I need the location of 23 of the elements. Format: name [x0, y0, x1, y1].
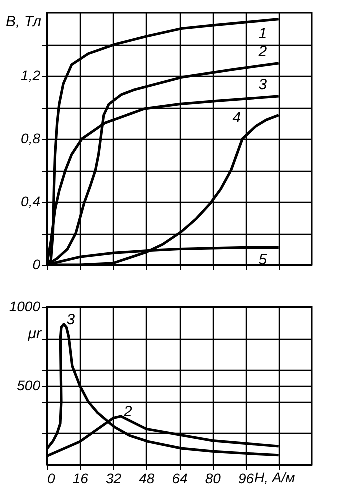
y-tick-label: 0,4 — [21, 194, 41, 210]
x-axis-title: Н, А/м — [254, 470, 296, 486]
y-tick-label: 1,2 — [21, 68, 41, 84]
y-tick-label: 0,8 — [21, 130, 41, 146]
series-label: 2 — [122, 403, 133, 420]
series-label: 3 — [258, 76, 268, 94]
x-tick-label: 96 — [238, 470, 254, 486]
series-label: 4 — [232, 109, 242, 126]
x-tick-label: 16 — [72, 470, 89, 486]
x-tick-label: 0 — [48, 470, 56, 486]
series-label: 1 — [258, 25, 268, 42]
series-label: 3 — [66, 311, 76, 328]
x-tick-label: 48 — [139, 470, 155, 486]
y-tick-label: 0 — [32, 256, 41, 272]
x-tick-label: 32 — [106, 470, 122, 486]
x-tick-label: 64 — [172, 470, 188, 486]
y-axis-title: μr — [27, 326, 42, 342]
y-tick-label: 500 — [17, 378, 41, 394]
y-tick-label: 1000 — [9, 298, 41, 314]
y-axis-title: В, Тл — [6, 14, 42, 30]
series-label: 2 — [258, 43, 268, 60]
series-label: 5 — [258, 252, 268, 269]
x-tick-label: 80 — [205, 470, 222, 486]
